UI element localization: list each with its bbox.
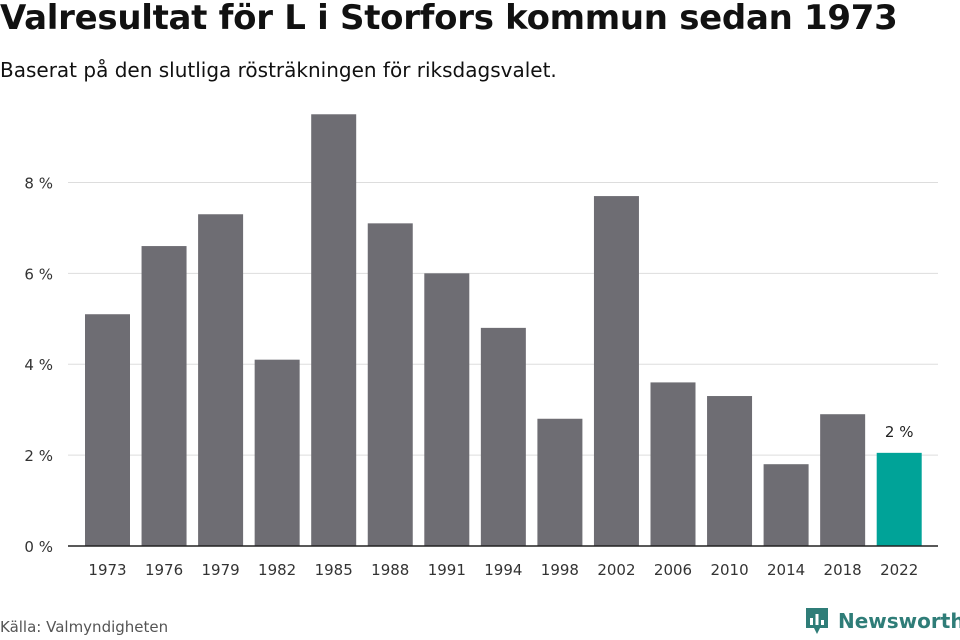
x-tick-label: 2002 [597, 561, 635, 579]
bar [820, 414, 866, 546]
x-tick-label: 2014 [767, 561, 805, 579]
data-label: 2 % [885, 423, 914, 441]
bar [311, 114, 357, 547]
x-tick-label: 2022 [880, 561, 918, 579]
x-tick-label: 2018 [824, 561, 862, 579]
bar [480, 327, 526, 546]
x-tick-label: 1991 [428, 561, 466, 579]
chart-title: Valresultat för L i Storfors kommun seda… [0, 0, 898, 38]
source-note: Källa: Valmyndigheten [0, 618, 169, 636]
x-tick-label: 2006 [654, 561, 692, 579]
bar [763, 464, 809, 546]
bar [85, 314, 130, 546]
bar [650, 382, 696, 546]
brand-name: Newsworthy [838, 609, 960, 633]
x-tick-label: 1979 [202, 561, 240, 579]
bar [707, 396, 753, 546]
newsworthy-logo-icon [806, 608, 828, 634]
y-tick-label: 8 % [24, 174, 53, 192]
x-tick-label: 1976 [145, 561, 183, 579]
bar [254, 359, 300, 546]
x-tick-label: 1985 [315, 561, 353, 579]
bar-chart: 0 % 2 % 4 % 6 % 8 % 1973 1976 1979 1982 1985 1988 1… [24, 114, 938, 579]
newsworthy-logo: Newsworthy [804, 606, 960, 636]
x-tick-label: 2010 [710, 561, 748, 579]
y-tick-label: 6 % [24, 265, 53, 283]
x-tick-label: 1994 [484, 561, 522, 579]
bar [367, 223, 413, 546]
bar [537, 418, 583, 546]
chart-subtitle: Baserat på den slutliga rösträkningen fö… [0, 58, 557, 82]
bar [198, 214, 244, 546]
x-tick-label: 1973 [88, 561, 126, 579]
x-tick-label: 1988 [371, 561, 409, 579]
bar [424, 273, 470, 546]
bar [593, 196, 639, 547]
y-tick-label: 4 % [24, 356, 53, 374]
y-tick-label: 0 % [24, 538, 53, 556]
y-tick-label: 2 % [24, 447, 53, 465]
bar [876, 452, 922, 546]
bar [141, 246, 187, 547]
x-tick-label: 1982 [258, 561, 296, 579]
x-tick-label: 1998 [541, 561, 579, 579]
